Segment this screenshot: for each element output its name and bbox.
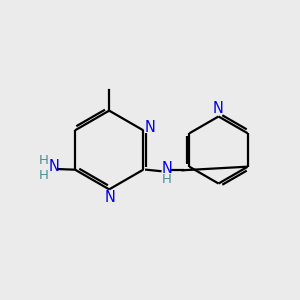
Text: N: N (104, 190, 115, 205)
Text: H: H (38, 154, 48, 167)
Text: H: H (162, 173, 172, 186)
Text: N: N (161, 161, 172, 176)
Text: H: H (38, 169, 48, 182)
Text: N: N (144, 120, 155, 135)
Text: N: N (49, 159, 60, 174)
Text: N: N (213, 101, 224, 116)
